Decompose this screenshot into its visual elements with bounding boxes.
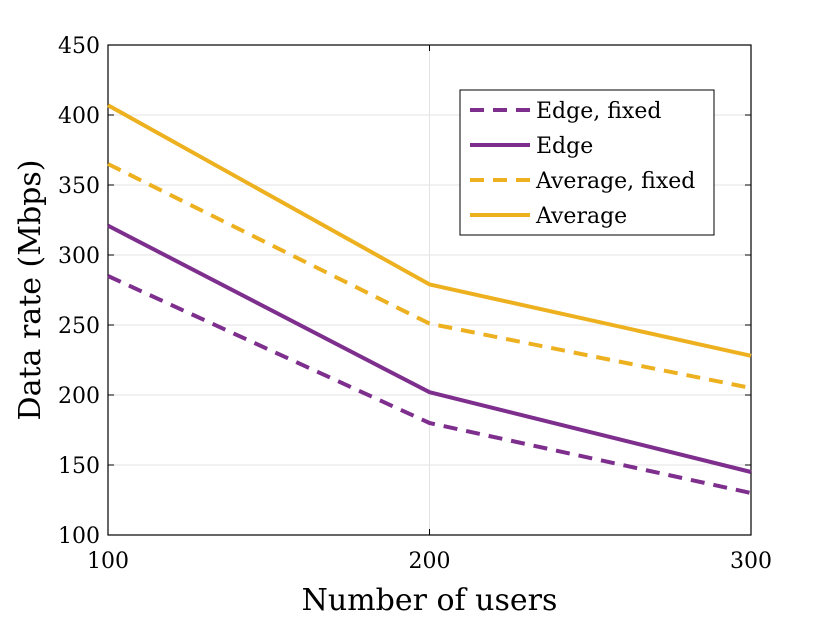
y-tick-label: 250 — [58, 314, 100, 339]
series-line-0 — [107, 274, 752, 495]
x-axis-title: Number of users — [302, 583, 558, 618]
y-tick-label: 450 — [58, 34, 100, 59]
y-tick-label: 150 — [58, 454, 100, 479]
series-line-3 — [107, 103, 752, 358]
legend-label: Edge, fixed — [536, 99, 661, 124]
y-tick-label: 200 — [58, 384, 100, 409]
legend-label: Edge — [536, 134, 593, 159]
x-tick-label: 100 — [87, 549, 129, 574]
legend: Edge, fixed Edge Average, fixed Average — [459, 89, 715, 236]
y-tick-label: 350 — [58, 174, 100, 199]
legend-label: Average — [535, 204, 627, 229]
y-tick-label: 400 — [58, 104, 100, 129]
series-line-1 — [107, 223, 752, 474]
series-line-2 — [107, 162, 752, 390]
y-axis-title: Data rate (Mbps) — [13, 160, 48, 421]
x-tick-label: 300 — [730, 549, 772, 574]
y-tick-label: 100 — [58, 524, 100, 549]
x-tick-label: 200 — [409, 549, 451, 574]
y-tick-label: 300 — [58, 244, 100, 269]
legend-box — [459, 89, 715, 236]
legend-label: Average, fixed — [535, 169, 695, 194]
series-lines — [107, 103, 752, 495]
axis-ticks: 100 150 200 250 300 350 400 450 100 200 300 — [58, 34, 772, 574]
